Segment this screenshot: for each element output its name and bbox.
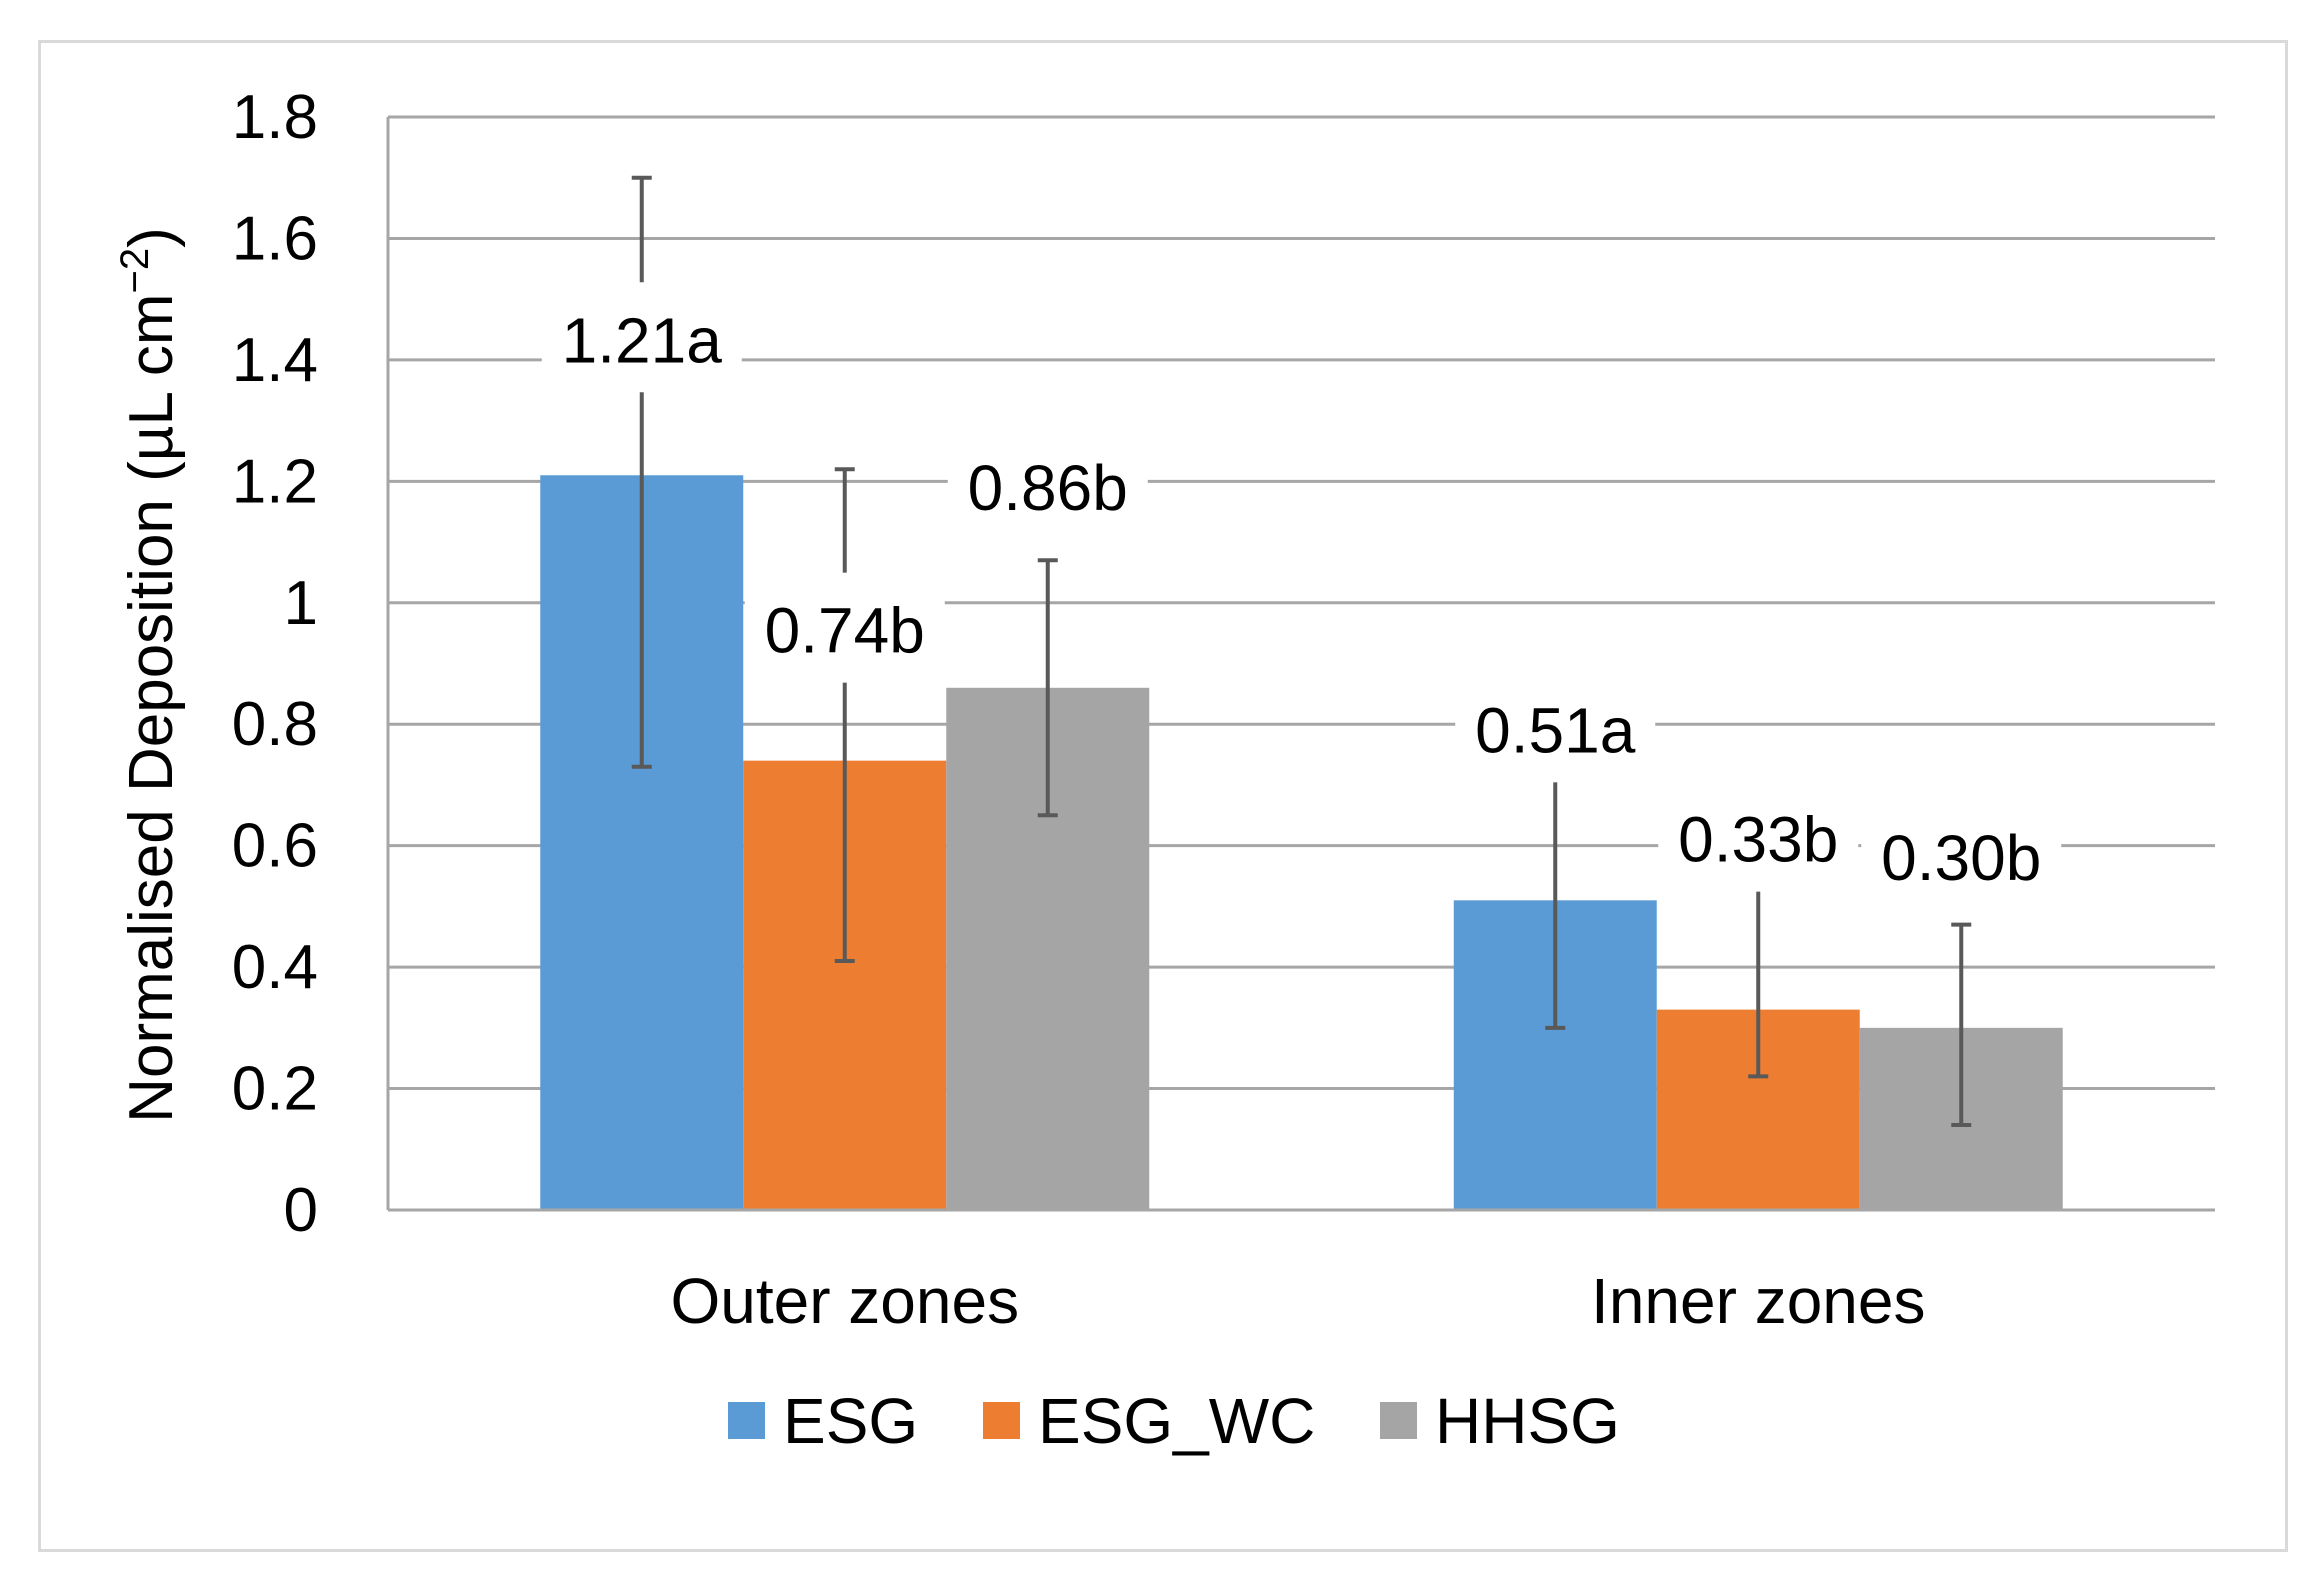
legend-swatch (983, 1402, 1020, 1439)
y-tick-label: 1.6 (232, 204, 318, 273)
y-axis: 0 0.2 0.4 0.6 0.8 1 1.2 1.4 1.6 1.8 (232, 83, 390, 1245)
data-label-background (1861, 799, 2062, 910)
y-tick-label: 1.8 (232, 83, 318, 152)
data-label: 0.86b (968, 452, 1128, 524)
y-tick-label: 1 (284, 569, 318, 638)
legend-label: ESG (783, 1385, 918, 1457)
chart-frame (38, 40, 2288, 1552)
data-label: 0.30b (1881, 822, 2041, 894)
y-axis-label: Normalised Deposition (µL cm−2) (113, 227, 186, 1123)
data-label-background (744, 572, 945, 683)
data-labels: 1.21a 0.74b 0.86b 0.51a 0.33b 0.30b (541, 282, 2062, 910)
y-tick-label: 0.6 (232, 812, 318, 881)
data-label: 0.33b (1678, 804, 1838, 876)
data-label-background (1658, 781, 1859, 892)
legend: ESG ESG_WC HHSG (728, 1385, 1620, 1457)
y-tick-label: 1.2 (232, 447, 318, 516)
data-label: 1.21a (562, 304, 723, 376)
y-axis-label-text: Normalised Deposition (µL cm (117, 293, 186, 1122)
legend-label: ESG_WC (1038, 1385, 1315, 1457)
legend-swatch (1380, 1402, 1417, 1439)
y-axis-label-close: ) (117, 227, 186, 248)
data-label: 0.51a (1475, 694, 1636, 766)
data-label: 0.74b (765, 595, 925, 667)
y-tick-label: 0.4 (232, 933, 318, 1002)
x-category-label: Inner zones (1591, 1265, 1925, 1337)
y-tick-label: 1.4 (232, 326, 318, 395)
data-label-background (541, 282, 742, 393)
y-tick-label: 0.2 (232, 1055, 318, 1124)
data-label-background (1455, 672, 1656, 783)
x-category-label: Outer zones (670, 1265, 1019, 1337)
error-bars (631, 175, 1972, 1127)
y-axis-label-superscript: −2 (113, 248, 157, 294)
data-label-background (947, 429, 1148, 540)
y-tick-label: 0.8 (232, 690, 318, 759)
x-axis: Outer zones Inner zones (388, 1208, 2215, 1337)
legend-swatch (728, 1402, 765, 1439)
y-tick-label: 0 (284, 1176, 318, 1245)
legend-label: HHSG (1435, 1385, 1620, 1457)
